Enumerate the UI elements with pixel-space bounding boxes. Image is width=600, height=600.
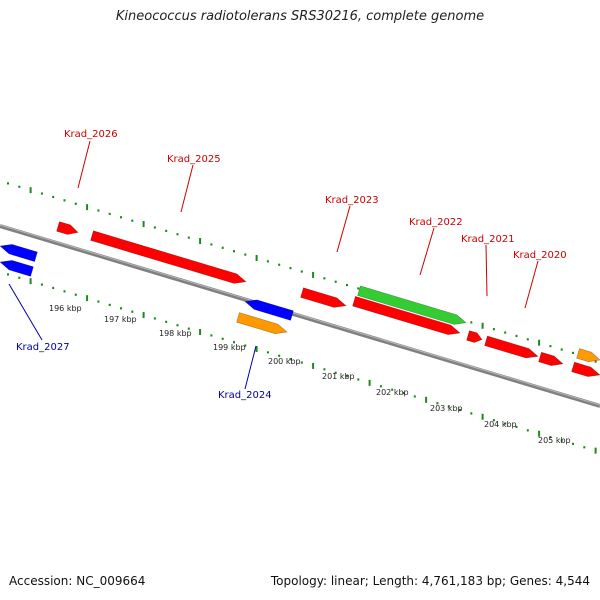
krad-2025-label: Krad_2025 [167, 154, 221, 165]
gene-krad-2026-arrow [56, 221, 79, 235]
gene-krad-2024-arrow [244, 299, 294, 321]
backbone-highlight [0, 224, 600, 406]
kbp-scale: 196 kbp 197 kbp 198 kbp 199 kbp 200 kbp 201 k… [49, 304, 571, 445]
gene-krad-2022-arrow [352, 296, 461, 335]
gene-orange-edge-arrow [576, 348, 600, 363]
kbp-label: 203 kbp [430, 404, 463, 413]
accession-text: Accession: NC_009664 [9, 574, 146, 588]
kbp-label: 200 kbp [268, 357, 301, 366]
kbp-label: 205 kbp [538, 436, 571, 445]
krad-2025-callout-line [180, 164, 194, 213]
kbp-label: 197 kbp [104, 315, 137, 324]
krad-2020-callout-line [524, 260, 539, 309]
gene-krad-2027b-arrow [0, 260, 34, 277]
gene-krad-2023-arrow [300, 287, 347, 308]
krad-2026-callout-line [77, 140, 91, 189]
feature-krad-2022-arrow [357, 285, 467, 325]
gene-krad-2027-arrow [0, 244, 38, 262]
gene-features [0, 221, 600, 377]
kbp-label: 198 kbp [159, 329, 192, 338]
gene-krad-2021-arrow [484, 335, 539, 359]
map-title: Kineococcus radiotolerans SRS30216, comp… [115, 9, 485, 24]
krad-2021-callout-line [485, 244, 488, 297]
kbp-label: 202 kbp [376, 388, 409, 397]
gene-orange-arrow [236, 312, 288, 335]
krad-2023-label: Krad_2023 [325, 195, 379, 206]
kbp-label: 204 kbp [484, 420, 517, 429]
topology-text: Topology: linear; Length: 4,761,183 bp; … [270, 574, 590, 588]
krad-2022-callout-line [419, 227, 435, 276]
kbp-label: 201 kbp [322, 372, 355, 381]
tick-track-lower [7, 273, 597, 454]
genome-backbone [0, 224, 600, 408]
krad-2021-label: Krad_2021 [461, 234, 515, 245]
gene-callouts: Krad_2026 Krad_2025 Krad_2023 Krad_2022 Krad… [8, 129, 567, 401]
krad-2024-callout-line [244, 345, 257, 390]
krad-2024-label: Krad_2024 [218, 390, 272, 401]
krad-2027-label: Krad_2027 [16, 342, 70, 353]
kbp-label: 196 kbp [49, 304, 82, 313]
backbone-line [0, 224, 600, 408]
gene-small-arrow [466, 330, 483, 343]
krad-2023-callout-line [336, 205, 351, 253]
krad-2022-label: Krad_2022 [409, 217, 463, 228]
gene-krad-2025-arrow [90, 230, 247, 284]
gene-red-edge-arrow [571, 361, 600, 377]
krad-2020-label: Krad_2020 [513, 250, 567, 261]
gene-krad-2020-arrow [538, 351, 564, 366]
tick-track-upper [7, 182, 597, 363]
krad-2027-callout-line [8, 283, 43, 341]
kbp-label: 199 kbp [213, 343, 246, 352]
krad-2026-label: Krad_2026 [64, 129, 118, 140]
